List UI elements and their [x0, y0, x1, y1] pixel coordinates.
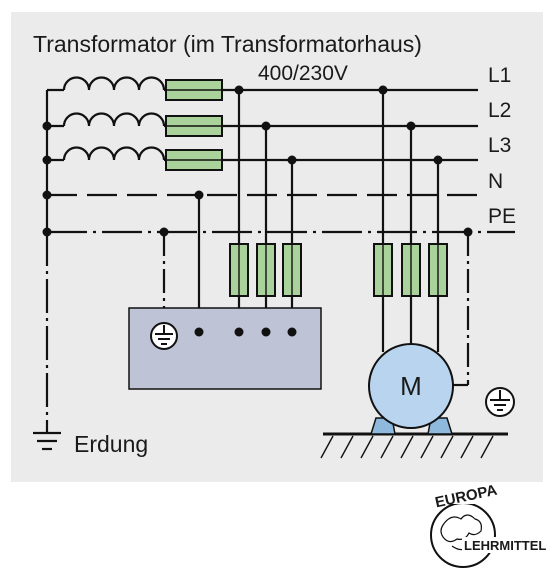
ground-surface: [320, 432, 508, 459]
winding-l1-coil: [62, 76, 166, 91]
motor: [368, 343, 454, 429]
motor-label: M: [400, 371, 422, 401]
conductor-label-n: N: [488, 170, 503, 193]
conductor-label-l1: L1: [488, 64, 511, 87]
voltage-label: 400/230V: [258, 62, 348, 85]
fuse-center-lines: [166, 89, 222, 161]
earthing-label: Erdung: [74, 431, 148, 457]
junction-dots: [42, 85, 473, 337]
transformer-fuses: [165, 79, 223, 171]
device-protective-earth-icon: [150, 322, 178, 350]
earth-ground-icon: [33, 431, 61, 451]
fuse-vertical-center-lines: [238, 244, 439, 296]
conductor-label-pe: PE: [488, 205, 516, 228]
motor-protective-earth-icon: [485, 387, 515, 417]
diagram-title: Transformator (im Transformatorhaus): [33, 31, 422, 57]
conductor-label-l3: L3: [488, 134, 511, 157]
winding-l3-coil: [62, 146, 166, 161]
logo-bottom-text: LEHRMITTEL: [464, 538, 546, 553]
europa-lehrmittel-logo: EUROPA LEHRMITTEL: [430, 482, 546, 568]
winding-l2-coil: [62, 112, 166, 127]
conductor-label-l2: L2: [488, 99, 511, 122]
